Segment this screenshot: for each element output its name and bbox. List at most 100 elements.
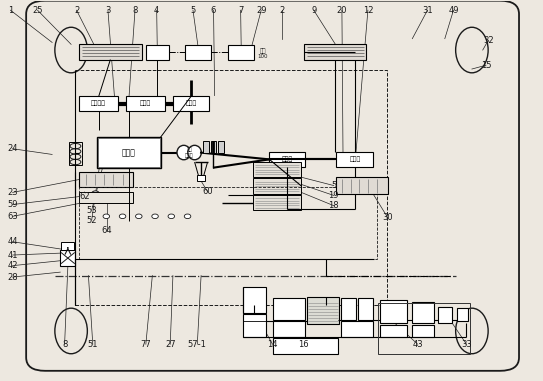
Text: 15: 15 — [481, 61, 491, 70]
Bar — [75, 70, 387, 305]
Bar — [307, 297, 339, 324]
Ellipse shape — [456, 27, 488, 73]
Text: 60: 60 — [203, 187, 213, 196]
Text: 7: 7 — [238, 6, 243, 15]
Text: 41: 41 — [8, 251, 18, 259]
Text: 8: 8 — [62, 340, 67, 349]
Bar — [185, 45, 211, 59]
Text: 43: 43 — [413, 340, 423, 349]
Text: 27: 27 — [165, 340, 175, 349]
Ellipse shape — [119, 214, 126, 219]
Text: 9: 9 — [311, 6, 317, 15]
Bar — [341, 321, 374, 337]
Text: 51: 51 — [87, 340, 98, 349]
Bar — [252, 195, 301, 210]
Bar — [79, 187, 377, 259]
Bar — [98, 138, 160, 167]
Bar — [218, 141, 224, 153]
Text: 19: 19 — [329, 191, 339, 200]
Text: 42: 42 — [8, 261, 18, 270]
Text: 变速筘: 变速筘 — [281, 157, 293, 162]
Ellipse shape — [184, 214, 191, 219]
Bar — [377, 303, 470, 354]
Text: 25: 25 — [32, 6, 43, 15]
Bar — [243, 314, 266, 337]
Text: 23: 23 — [7, 188, 18, 197]
Ellipse shape — [168, 214, 174, 219]
Text: 发动机: 发动机 — [122, 148, 136, 157]
Text: 77: 77 — [141, 340, 151, 349]
Text: 5: 5 — [191, 6, 195, 15]
Text: 3: 3 — [105, 6, 111, 15]
Bar — [337, 177, 388, 194]
Text: 6: 6 — [211, 6, 216, 15]
Text: 64: 64 — [102, 226, 112, 235]
Bar — [211, 141, 216, 153]
Text: 63: 63 — [7, 212, 18, 221]
Bar — [269, 152, 305, 166]
Bar — [79, 192, 134, 203]
Bar — [412, 325, 434, 337]
FancyBboxPatch shape — [26, 1, 519, 371]
Ellipse shape — [92, 191, 99, 196]
Text: 2: 2 — [74, 6, 79, 15]
Bar — [341, 298, 356, 320]
Ellipse shape — [136, 214, 142, 219]
Text: 12: 12 — [363, 6, 373, 15]
Text: 32: 32 — [483, 36, 494, 45]
Text: 动力
耦合器: 动力 耦合器 — [185, 147, 193, 158]
Text: 31: 31 — [422, 6, 433, 15]
Text: 1: 1 — [8, 6, 13, 15]
Ellipse shape — [55, 308, 87, 354]
Text: 28: 28 — [7, 272, 18, 282]
Text: 驱动桥: 驱动桥 — [349, 157, 361, 162]
Text: 24: 24 — [8, 144, 18, 153]
Text: 8: 8 — [132, 6, 138, 15]
Text: 5: 5 — [331, 181, 337, 190]
Text: 53: 53 — [86, 206, 97, 215]
Text: 62: 62 — [80, 192, 91, 201]
Bar — [252, 162, 301, 177]
Ellipse shape — [188, 145, 201, 160]
Text: 16: 16 — [298, 340, 308, 349]
Text: 18: 18 — [329, 201, 339, 210]
Bar — [127, 96, 166, 111]
Text: 4: 4 — [154, 6, 159, 15]
Bar — [203, 141, 209, 153]
Bar — [79, 172, 134, 187]
Text: 59: 59 — [8, 200, 18, 209]
Text: 败电池: 败电池 — [140, 101, 151, 106]
Text: 逆变器: 逆变器 — [186, 101, 197, 106]
Bar — [457, 308, 468, 322]
Ellipse shape — [103, 214, 110, 219]
Bar — [60, 250, 75, 266]
Text: 33: 33 — [461, 340, 472, 349]
Bar — [197, 175, 205, 181]
Bar — [273, 338, 338, 354]
Text: 57-1: 57-1 — [188, 340, 207, 349]
Text: 29: 29 — [256, 6, 267, 15]
Bar — [412, 303, 434, 323]
Bar — [380, 325, 407, 337]
Bar — [69, 142, 83, 165]
Text: 14: 14 — [267, 340, 278, 349]
Bar — [380, 300, 407, 323]
Text: 44: 44 — [8, 237, 18, 246]
Bar — [438, 307, 452, 323]
Text: 2: 2 — [280, 6, 285, 15]
Bar — [273, 298, 305, 320]
Bar — [79, 96, 118, 111]
Text: 车辆: 车辆 — [260, 48, 266, 54]
Ellipse shape — [152, 214, 159, 219]
Text: 30: 30 — [382, 213, 393, 222]
Bar — [173, 96, 209, 111]
Bar — [252, 178, 301, 194]
Text: 52: 52 — [86, 216, 97, 225]
Bar — [228, 45, 254, 59]
Bar — [146, 45, 168, 59]
Text: 49: 49 — [448, 6, 459, 15]
Ellipse shape — [55, 27, 87, 73]
Text: 100: 100 — [257, 54, 268, 59]
Bar — [243, 287, 266, 313]
Bar — [304, 44, 367, 59]
